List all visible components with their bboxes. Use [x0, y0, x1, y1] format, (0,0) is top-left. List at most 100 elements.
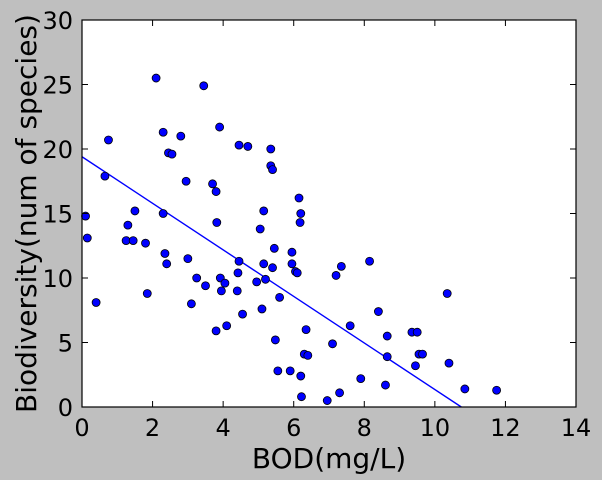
data-point: [181, 176, 191, 186]
x-tick-label: 2: [145, 414, 160, 442]
data-point: [296, 371, 306, 381]
data-point: [151, 73, 161, 83]
data-point: [183, 254, 193, 264]
y-tick-label: 10: [42, 265, 73, 293]
data-point: [192, 273, 202, 283]
data-point: [160, 249, 170, 258]
y-tick-label: 20: [42, 136, 73, 164]
points-layer: [81, 73, 502, 405]
data-point: [303, 350, 313, 360]
data-point: [233, 268, 243, 278]
data-point: [211, 187, 221, 196]
data-point: [142, 289, 152, 298]
data-point: [268, 263, 277, 273]
data-point: [381, 380, 390, 390]
data-point: [345, 321, 355, 331]
data-point: [287, 247, 297, 257]
data-point: [186, 299, 196, 309]
data-point: [222, 321, 232, 331]
data-point: [167, 149, 177, 159]
data-point: [296, 209, 306, 218]
data-point: [104, 135, 113, 145]
x-tick-label: 4: [216, 414, 231, 442]
data-point: [128, 236, 138, 245]
data-point: [259, 206, 269, 216]
data-point: [273, 366, 283, 376]
data-point: [268, 165, 277, 175]
data-point: [328, 339, 337, 349]
data-point: [234, 256, 244, 266]
data-point: [331, 271, 341, 280]
data-point: [442, 289, 452, 298]
data-point: [158, 127, 168, 137]
x-axis-label: BOD(mg/L): [252, 442, 406, 475]
data-point: [211, 326, 221, 336]
fit-line: [81, 156, 462, 408]
data-point: [335, 388, 344, 398]
data-point: [285, 366, 295, 376]
data-point: [238, 309, 247, 319]
data-point: [297, 392, 306, 402]
data-point: [220, 278, 230, 288]
data-point: [292, 268, 302, 278]
data-point: [162, 259, 172, 269]
data-point: [269, 243, 279, 253]
data-point: [259, 259, 269, 269]
data-point: [412, 327, 422, 337]
data-point: [91, 298, 101, 307]
x-tick-label: 10: [420, 414, 451, 442]
data-point: [382, 352, 392, 362]
data-point: [215, 122, 225, 132]
data-point: [176, 131, 186, 141]
data-point: [208, 179, 217, 189]
x-tick-label: 0: [74, 414, 89, 442]
data-point: [373, 307, 383, 316]
data-point: [130, 206, 140, 216]
data-point: [266, 144, 276, 154]
data-point: [418, 349, 427, 359]
x-tick-label: 8: [357, 414, 372, 442]
y-tick-label: 0: [58, 394, 73, 422]
fit-line-layer: [81, 156, 462, 408]
data-point: [158, 209, 168, 218]
y-axis: 0 5 10 15 20 25 30: [42, 7, 576, 422]
data-point: [460, 384, 470, 394]
data-point: [356, 374, 366, 384]
data-point: [141, 238, 150, 248]
x-axis: 0 2 4 6 8 10 12 14: [74, 20, 591, 442]
x-tick-label: 14: [561, 414, 592, 442]
data-point: [100, 171, 110, 181]
data-point: [257, 304, 267, 314]
data-point: [411, 361, 420, 371]
data-point: [294, 193, 304, 203]
data-point: [82, 233, 92, 243]
data-point: [444, 358, 454, 368]
data-point: [199, 81, 209, 91]
y-tick-label: 25: [42, 72, 73, 100]
data-point: [232, 286, 242, 296]
data-point: [492, 385, 502, 395]
data-point: [234, 140, 244, 150]
data-point: [336, 261, 346, 271]
data-point: [243, 142, 253, 151]
data-point: [295, 218, 305, 227]
data-point: [201, 281, 210, 291]
data-point: [270, 335, 280, 345]
data-point: [261, 274, 270, 284]
y-tick-label: 30: [42, 7, 73, 35]
data-point: [212, 218, 222, 227]
y-tick-label: 5: [58, 330, 73, 358]
data-point: [252, 277, 262, 287]
data-point: [365, 256, 374, 266]
y-tick-label: 15: [42, 201, 73, 229]
y-axis-label: Biodiversity(num of species): [10, 14, 43, 413]
data-point: [255, 224, 265, 234]
data-point: [382, 331, 392, 341]
data-point: [123, 220, 133, 230]
x-tick-label: 6: [286, 414, 301, 442]
data-point: [301, 325, 311, 335]
data-point: [322, 396, 332, 405]
data-point: [216, 286, 226, 296]
x-tick-label: 12: [490, 414, 521, 442]
